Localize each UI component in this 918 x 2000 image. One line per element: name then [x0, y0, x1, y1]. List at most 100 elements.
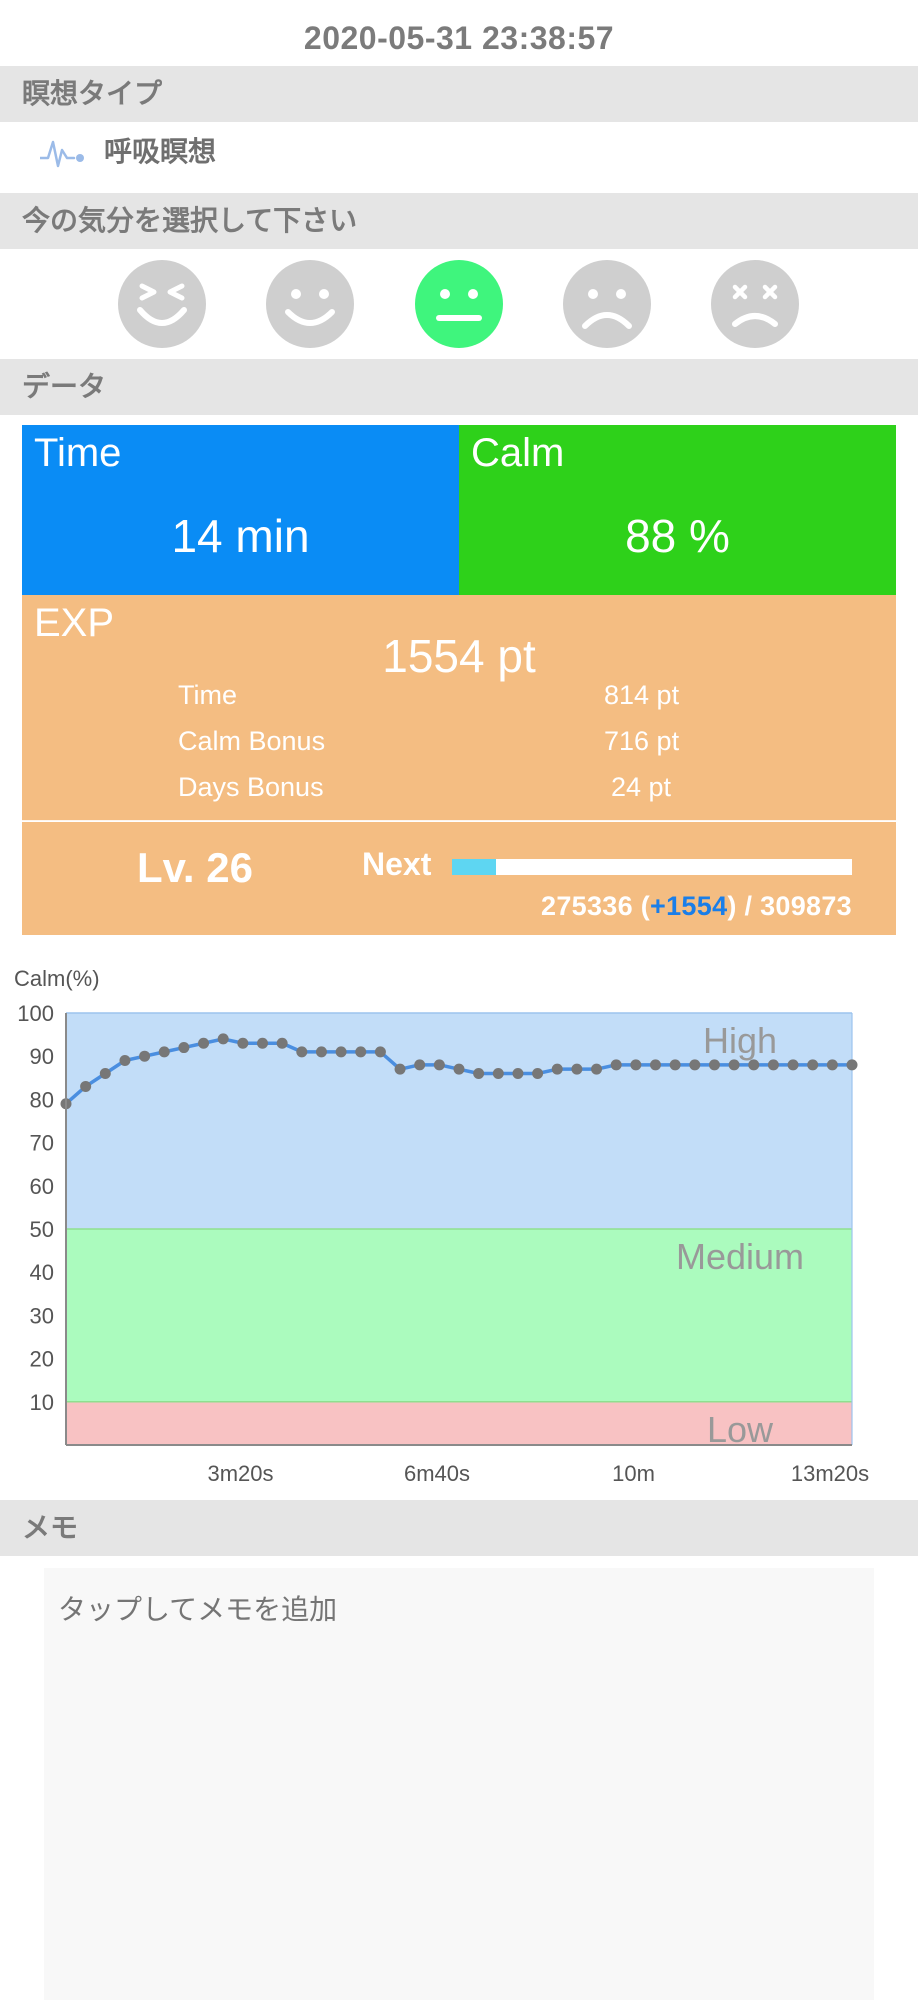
exp-panel: EXP 1554 pt Time 814 pt Calm Bonus 716 p… [22, 595, 896, 821]
calm-point [807, 1059, 819, 1071]
mood-very-happy-button[interactable] [118, 260, 206, 348]
exp-total: 1554 pt [382, 630, 536, 682]
y-tick-label: 20 [30, 1347, 54, 1372]
level-panel: Lv. 26 Next 275336 (+1554) / 309873 [22, 822, 896, 935]
sad-face-icon [582, 289, 632, 329]
calm-point [551, 1063, 563, 1075]
y-tick-label: 100 [17, 1001, 54, 1026]
x-tick-label: 13m20s [791, 1461, 869, 1486]
calm-point [315, 1046, 327, 1058]
mood-happy-button[interactable] [266, 260, 354, 348]
zone-medium [66, 1229, 852, 1402]
y-tick-label: 70 [30, 1131, 54, 1156]
calm-point [355, 1046, 367, 1058]
chart-ylabel: Calm(%) [14, 966, 100, 991]
calm-point [846, 1059, 858, 1071]
session-datetime: 2020-05-31 23:38:57 [303, 20, 615, 56]
laughing-face-icon [137, 283, 187, 326]
y-tick-label: 30 [30, 1303, 54, 1328]
calm-point [217, 1033, 229, 1045]
meditation-type-row[interactable]: 呼吸瞑想 [0, 122, 918, 194]
calm-point [276, 1037, 288, 1049]
calm-point [99, 1067, 111, 1079]
calm-point [394, 1063, 406, 1075]
calm-point [630, 1059, 642, 1071]
calm-point [669, 1059, 681, 1071]
calm-point [237, 1037, 249, 1049]
time-value: 14 min [171, 510, 310, 562]
zone-low [66, 1401, 852, 1445]
exp-row-value: 716 pt [604, 726, 680, 756]
calm-point [257, 1037, 268, 1049]
calm-point [178, 1042, 190, 1054]
calm-point [532, 1067, 544, 1079]
section-memo: メモ [0, 1500, 918, 1556]
calm-chart: Calm(%) High Medium Low 10 20 30 40 50 60 70 80 90… [14, 966, 869, 1486]
mood-neutral-button[interactable] [415, 260, 503, 348]
smile-face-icon [285, 289, 335, 326]
calm-point [335, 1046, 347, 1058]
exp-row-label: Days Bonus [178, 772, 324, 802]
section-data: データ [0, 359, 918, 415]
zone-label-low: Low [707, 1409, 774, 1450]
calm-point [453, 1063, 465, 1075]
calm-point [610, 1059, 622, 1071]
calm-point [571, 1063, 583, 1075]
next-label: Next [362, 846, 432, 882]
section-meditation-type: 瞑想タイプ [0, 66, 918, 122]
calm-point [139, 1050, 151, 1062]
dizzy-face-icon [732, 284, 778, 327]
x-tick-label: 3m20s [207, 1461, 273, 1486]
calm-point [748, 1059, 760, 1071]
exp-title: EXP [34, 601, 115, 645]
calm-value: 88 % [625, 510, 730, 562]
y-tick-label: 90 [30, 1044, 54, 1069]
exp-divider [22, 820, 896, 822]
progress-gain: +1554 [650, 891, 728, 921]
calm-point [591, 1063, 603, 1075]
level-progress-fill [452, 859, 496, 875]
calm-point [296, 1046, 308, 1058]
progress-total: 309873 [760, 891, 852, 921]
calm-point [473, 1067, 485, 1079]
memo-input[interactable] [44, 1568, 874, 2000]
x-tick-label: 10m [612, 1461, 655, 1486]
y-tick-label: 40 [30, 1260, 54, 1285]
exp-row-label: Calm Bonus [178, 726, 326, 756]
calm-point [414, 1059, 426, 1071]
calm-point [728, 1059, 740, 1071]
calm-point [119, 1055, 131, 1067]
level-label: Lv. 26 [137, 844, 253, 891]
mood-sad-button[interactable] [563, 260, 651, 348]
calm-point [198, 1037, 210, 1049]
calm-point [650, 1059, 661, 1071]
zone-label-high: High [703, 1020, 777, 1061]
time-tile: Time 14 min [22, 425, 459, 595]
level-progress-bar [452, 859, 852, 875]
y-tick-label: 10 [30, 1390, 54, 1415]
level-progress-text: 275336 (+1554) / 309873 [541, 891, 852, 921]
time-title: Time [34, 431, 122, 475]
zone-high [66, 1013, 852, 1229]
section-mood: 今の気分を選択して下さい [0, 193, 918, 249]
calm-point [708, 1059, 720, 1071]
y-tick-label: 60 [30, 1174, 54, 1199]
calm-point [767, 1059, 779, 1071]
exp-row-value: 814 pt [604, 680, 680, 710]
meditation-type-value: 呼吸瞑想 [104, 135, 217, 168]
exp-row-value: 24 pt [611, 772, 672, 802]
calm-point [689, 1059, 701, 1071]
calm-point [158, 1046, 170, 1058]
calm-point [374, 1046, 386, 1058]
neutral-face-icon [436, 289, 482, 321]
calm-title: Calm [471, 431, 565, 475]
exp-row-label: Time [178, 680, 237, 710]
waveform-icon [40, 140, 84, 168]
progress-current: 275336 [541, 891, 633, 921]
y-tick-label: 80 [30, 1087, 54, 1112]
calm-point [512, 1067, 524, 1079]
mood-very-sad-button[interactable] [711, 260, 799, 348]
zone-label-medium: Medium [676, 1236, 804, 1277]
calm-point [492, 1067, 504, 1079]
calm-point [787, 1059, 799, 1071]
